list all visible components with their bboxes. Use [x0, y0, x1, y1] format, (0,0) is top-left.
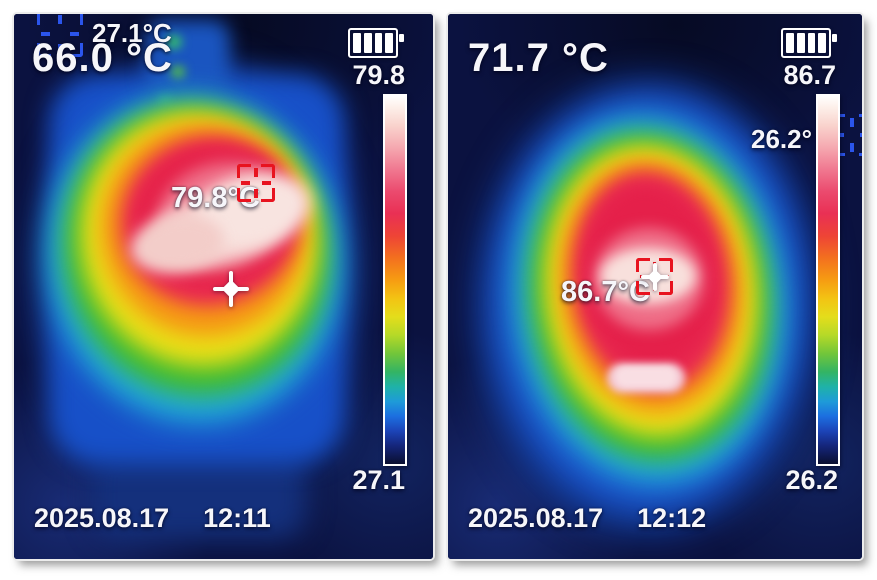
device-plug: [146, 20, 230, 100]
temperature-scale-bar: [816, 94, 840, 466]
main-temp-reading: 71.7 °C: [468, 36, 609, 80]
heat-pill-core: [616, 367, 676, 387]
battery-full-icon: [781, 28, 837, 58]
hot-spot-temp-label: 86.7°C: [561, 276, 650, 308]
plug-warm-dot: [166, 35, 182, 49]
center-cross-icon: [213, 271, 249, 307]
scale-min-label: 27.1: [352, 465, 405, 495]
time-text: 12:11: [203, 503, 271, 533]
timestamp: 2025.08.17 12:12: [468, 505, 706, 532]
date-text: 2025.08.17: [34, 503, 170, 533]
scale-max-label: 86.7: [783, 60, 836, 90]
time-text: 12:12: [637, 503, 707, 533]
date-text: 2025.08.17: [468, 503, 604, 533]
battery-full-icon: [348, 28, 404, 58]
max-temp-bracket-marker-icon: [237, 164, 275, 202]
plug-warm-dot: [171, 66, 185, 78]
thermal-image-right: 71.7 °C 86.7 26.2 26.2° 86.7°C 2025.08.1…: [448, 14, 862, 559]
min-spot-temp-label: 27.1°C: [92, 18, 172, 48]
min-temp-bracket-marker-icon: [37, 14, 83, 57]
center-cross-icon: [641, 263, 669, 291]
main-temp-reading: 66.0 °C: [32, 36, 173, 80]
timestamp: 2025.08.17 12:11: [34, 505, 271, 532]
scale-max-label: 79.8: [352, 60, 405, 90]
scale-min-label: 26.2: [785, 465, 838, 495]
hot-spot-temp-label: 79.8°C: [171, 182, 260, 214]
temperature-scale-bar: [383, 94, 407, 466]
thermal-image-left: 27.1°C 66.0 °C 79.8 27.1 79.8°C 2025.08.…: [14, 14, 433, 559]
min-spot-temp-label: 26.2°: [750, 124, 812, 154]
